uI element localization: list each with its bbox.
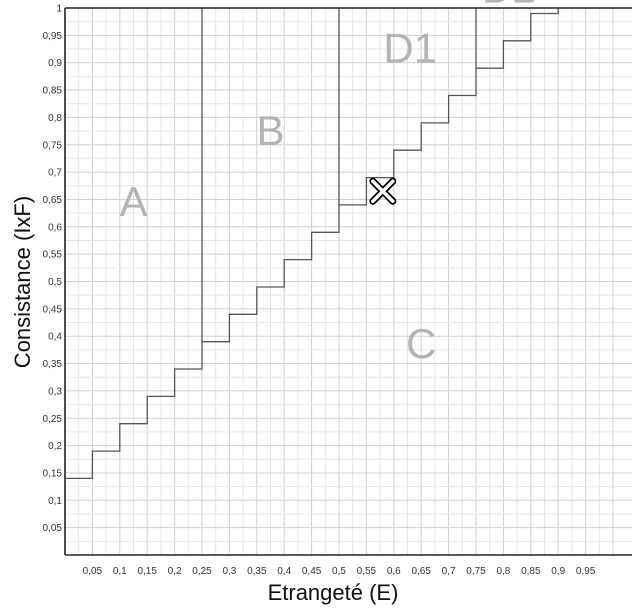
x-tick-label: 0,5 — [332, 566, 346, 577]
grid-lines — [65, 8, 632, 555]
y-tick-label: 0,3 — [48, 386, 62, 397]
y-tick-label: 0,5 — [48, 277, 62, 288]
y-tick-label: 0,25 — [43, 414, 63, 425]
region-label-b: B — [256, 107, 284, 154]
marker-inner — [371, 179, 395, 203]
staircase-boundary-line — [65, 8, 559, 480]
x-tick-label: 0,9 — [551, 566, 565, 577]
vertical-boundaries — [201, 8, 477, 342]
x-tick-labels: 0,05 0,1 0,15 0,2 0,25 0,3 0,35 0,4 0,45 0,5 0,55 0… — [83, 566, 596, 577]
y-tick-label: 0,35 — [43, 359, 63, 370]
y-tick-label: 0,75 — [43, 140, 63, 151]
x-tick-label: 0,85 — [521, 566, 541, 577]
region-label-a: A — [119, 178, 147, 225]
y-tick-label: 0,8 — [48, 113, 62, 124]
x-tick-label: 0,55 — [357, 566, 377, 577]
x-tick-label: 0,7 — [442, 566, 456, 577]
x-tick-label: 0,35 — [247, 566, 267, 577]
y-tick-label: 0,05 — [43, 523, 63, 534]
region-label-d1: D1 — [383, 25, 437, 72]
x-marker — [369, 177, 397, 205]
x-tick-label: 0,1 — [113, 566, 127, 577]
x-tick-label: 0,05 — [83, 566, 103, 577]
x-tick-label: 0,6 — [387, 566, 401, 577]
y-tick-label: 0,15 — [43, 468, 63, 479]
x-tick-label: 0,3 — [222, 566, 236, 577]
y-tick-label: 0,55 — [43, 250, 63, 261]
region-label-c: C — [406, 320, 436, 367]
x-axis-title: Etrangeté (E) — [268, 580, 399, 605]
x-tick-label: 0,8 — [496, 566, 510, 577]
x-tick-label: 0,65 — [411, 566, 431, 577]
y-axis-title: Consistance (IxF) — [10, 196, 35, 368]
y-tick-label: 1 — [56, 4, 62, 15]
y-tick-label: 0,2 — [48, 441, 62, 452]
y-tick-label: 0,4 — [48, 332, 62, 343]
y-tick-label: 0,65 — [43, 195, 63, 206]
x-tick-label: 0,95 — [576, 566, 596, 577]
x-tick-label: 0,45 — [302, 566, 322, 577]
x-tick-label: 0,75 — [466, 566, 486, 577]
y-tick-label: 0,85 — [43, 86, 63, 97]
x-tick-label: 0,2 — [168, 566, 182, 577]
region-label-d2: D2 — [482, 0, 536, 12]
y-tick-label: 0,95 — [43, 31, 63, 42]
region-labels: A B C D1 D2 — [119, 0, 535, 367]
x-tick-label: 0,25 — [192, 566, 212, 577]
y-tick-label: 0,9 — [48, 58, 62, 69]
y-tick-label: 0,6 — [48, 222, 62, 233]
y-tick-label: 0,1 — [48, 496, 62, 507]
y-tick-label: 0,45 — [43, 304, 63, 315]
y-tick-label: 0,7 — [48, 168, 62, 179]
x-tick-label: 0,15 — [137, 566, 157, 577]
x-tick-label: 0,4 — [277, 566, 291, 577]
y-tick-labels: 0,05 0,1 0,15 0,2 0,25 0,3 0,35 0,4 0,45 0,5 0,55 0… — [43, 4, 63, 535]
